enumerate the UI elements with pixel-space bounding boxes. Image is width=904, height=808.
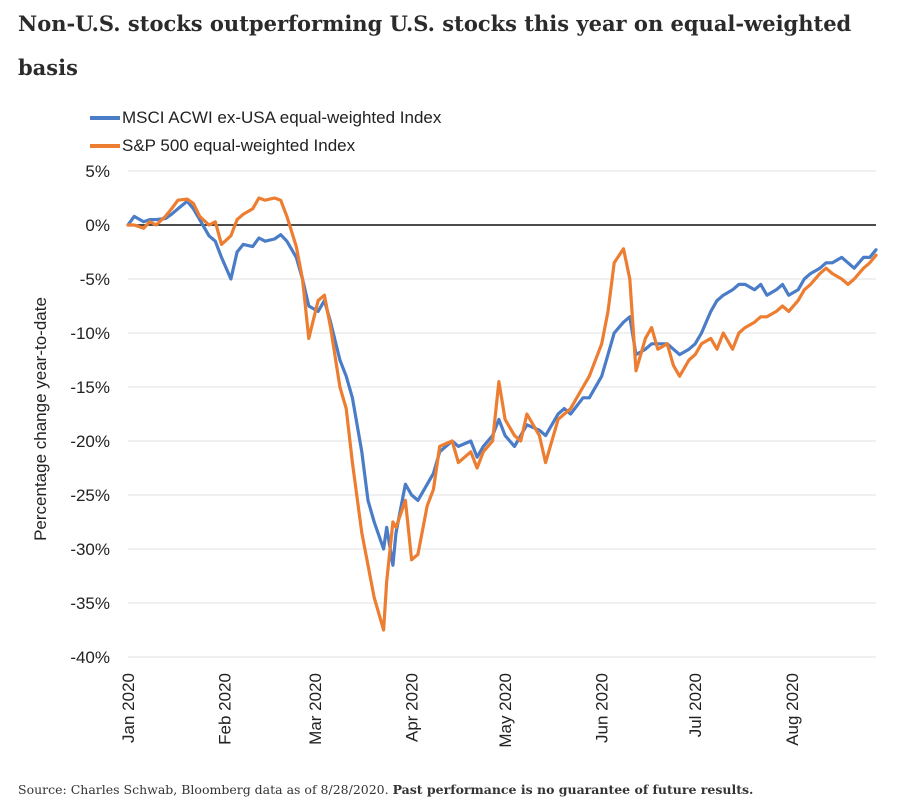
chart-legend: MSCI ACWI ex-USA equal-weighted Index S&… (90, 104, 441, 160)
x-tick-label-4: May 2020 (496, 673, 515, 748)
y-tick-label-9: -40% (70, 648, 110, 667)
y-tick-label-4: -15% (70, 378, 110, 397)
disclaimer-text: Past performance is no guarantee of futu… (392, 782, 754, 797)
x-tick-label-0: Jan 2020 (119, 673, 138, 743)
y-tick-label-8: -35% (70, 594, 110, 613)
y-tick-label-0: 5% (85, 162, 110, 181)
chart-title: Non-U.S. stocks outperforming U.S. stock… (18, 11, 852, 80)
line-chart: 5% 0% -5% -10% -15% -20% -25% -30% -35% -40% Perce… (31, 162, 878, 748)
x-tick-label-3: Apr 2020 (403, 673, 422, 742)
series-line-sp500 (126, 196, 878, 632)
source-text: Source: Charles Schwab, Bloomberg data a… (18, 782, 389, 797)
y-tick-label-7: -30% (70, 540, 110, 559)
y-tick-label-6: -25% (70, 486, 110, 505)
x-tick-label-7: Aug 2020 (783, 673, 802, 746)
series-line-msci (126, 199, 878, 567)
y-tick-label-5: -20% (70, 432, 110, 451)
source-note: Source: Charles Schwab, Bloomberg data a… (18, 782, 898, 797)
legend-item-msci: MSCI ACWI ex-USA equal-weighted Index (90, 104, 441, 132)
x-tick-label-2: Mar 2020 (306, 673, 325, 745)
y-tick-label-2: -5% (80, 270, 110, 289)
x-tick-label-6: Jul 2020 (686, 673, 705, 737)
y-axis-label: Percentage change year-to-date (31, 297, 50, 541)
y-tick-label-1: 0% (85, 216, 110, 235)
x-tick-label-1: Feb 2020 (216, 673, 235, 745)
y-tick-label-3: -10% (70, 324, 110, 343)
legend-label-sp500: S&P 500 equal-weighted Index (122, 136, 356, 155)
legend-label-msci: MSCI ACWI ex-USA equal-weighted Index (122, 108, 442, 127)
x-tick-label-5: Jun 2020 (593, 673, 612, 743)
legend-swatch-sp500 (90, 144, 120, 148)
legend-swatch-msci (90, 116, 120, 120)
legend-item-sp500: S&P 500 equal-weighted Index (90, 132, 441, 160)
